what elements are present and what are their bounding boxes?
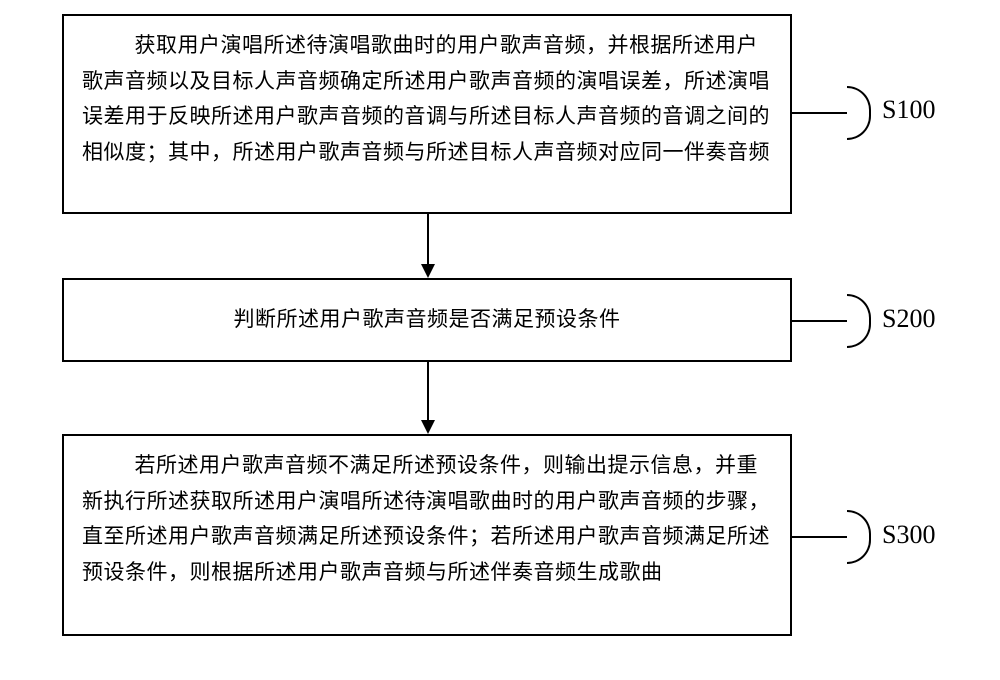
connector-s300 bbox=[792, 536, 847, 538]
flow-node-s100: 获取用户演唱所述待演唱歌曲时的用户歌声音频，并根据所述用户歌声音频以及目标人声音… bbox=[62, 14, 792, 214]
label-s200: S200 bbox=[882, 304, 935, 334]
edge-n2-n3-head bbox=[421, 420, 435, 434]
edge-n1-n2 bbox=[427, 214, 429, 264]
flowchart-canvas: 获取用户演唱所述待演唱歌曲时的用户歌声音频，并根据所述用户歌声音频以及目标人声音… bbox=[0, 0, 1000, 680]
flow-node-s200-text: 判断所述用户歌声音频是否满足预设条件 bbox=[234, 302, 621, 338]
flow-node-s100-text: 获取用户演唱所述待演唱歌曲时的用户歌声音频，并根据所述用户歌声音频以及目标人声音… bbox=[82, 28, 772, 171]
hook-s100 bbox=[847, 86, 871, 140]
edge-n1-n2-head bbox=[421, 264, 435, 278]
hook-s200 bbox=[847, 294, 871, 348]
label-s100: S100 bbox=[882, 95, 935, 125]
flow-node-s300-text: 若所述用户歌声音频不满足所述预设条件，则输出提示信息，并重新执行所述获取所述用户… bbox=[82, 448, 772, 591]
label-s300: S300 bbox=[882, 520, 935, 550]
flow-node-s200: 判断所述用户歌声音频是否满足预设条件 bbox=[62, 278, 792, 362]
hook-s300 bbox=[847, 510, 871, 564]
edge-n2-n3 bbox=[427, 362, 429, 420]
connector-s200 bbox=[792, 320, 847, 322]
connector-s100 bbox=[792, 112, 847, 114]
flow-node-s300: 若所述用户歌声音频不满足所述预设条件，则输出提示信息，并重新执行所述获取所述用户… bbox=[62, 434, 792, 636]
